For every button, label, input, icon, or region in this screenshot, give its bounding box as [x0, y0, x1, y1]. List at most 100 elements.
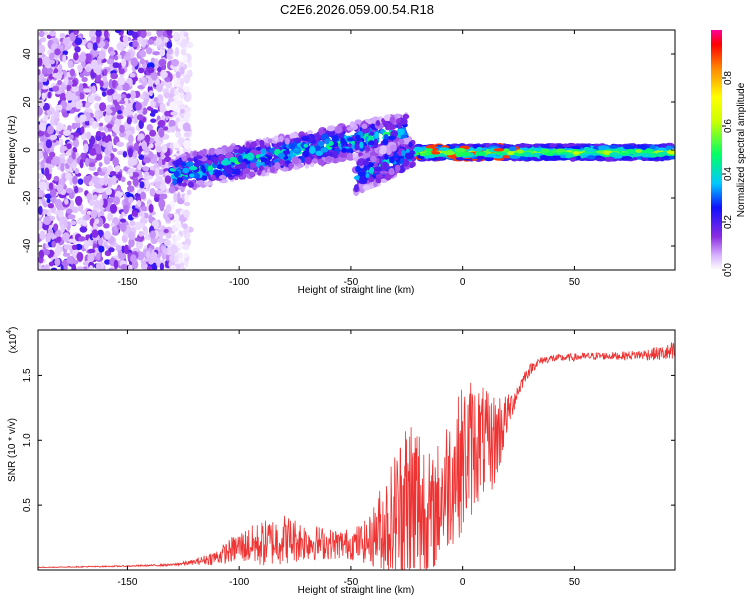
spectrogram-cell [175, 131, 182, 139]
spectrogram-cell [99, 80, 104, 87]
spectrogram-cell [142, 226, 148, 231]
spectrogram-cell [671, 145, 675, 149]
spectrogram-cell [45, 139, 53, 149]
spectrogram-cell [69, 134, 74, 140]
spectrogram-cell [94, 72, 102, 83]
spectrogram-cell [52, 156, 61, 165]
spectrogram-cell [39, 181, 48, 191]
spectrogram-cell [182, 243, 190, 251]
spectrogram-cell [389, 115, 396, 124]
spectrogram-cell [175, 219, 182, 229]
spectrogram-cell [303, 143, 309, 148]
spectrogram-cell [136, 212, 143, 217]
spectrogram-cell [81, 77, 88, 83]
spectrogram-cell [443, 150, 455, 156]
spectrogram-cell [454, 147, 467, 153]
spectrogram-cell [59, 145, 65, 154]
spectrogram-cell [164, 175, 172, 184]
spectrogram-cell [107, 214, 112, 221]
spectrogram-y-label: Frequency (Hz) [7, 116, 18, 185]
spectrogram-cell [88, 165, 97, 172]
spectrogram-cell [296, 163, 304, 168]
spectrogram-cell [540, 156, 550, 160]
spectrogram-cell [183, 32, 189, 37]
spectrogram-cell [555, 148, 566, 153]
spectrogram-cell [109, 203, 118, 214]
spectrogram-cell [163, 228, 169, 234]
spectrogram-cell [383, 133, 389, 140]
spectrogram-cell [117, 249, 123, 259]
spectrogram-cell [278, 152, 285, 159]
spectrogram-cell [173, 142, 180, 149]
spectrogram-cell [62, 50, 69, 56]
spectrogram-cell [49, 59, 55, 65]
spectrogram-cell [55, 229, 62, 237]
spectrogram-cell [120, 176, 126, 183]
spectrogram-cell [135, 102, 142, 111]
spectrogram-cell [156, 257, 161, 268]
colorbar-label: Normalized spectral amplitude [736, 82, 747, 217]
spectrogram-cell [148, 143, 154, 149]
spectrogram-cell [173, 192, 178, 203]
spectrogram-cell [180, 185, 185, 193]
spectrogram-cell [98, 171, 106, 176]
spectrogram-cell [58, 63, 63, 74]
spectrogram-cell [162, 88, 170, 93]
spectrogram-cell [137, 36, 143, 45]
spectrogram-cell [43, 216, 51, 226]
spectrogram-cell [56, 183, 64, 193]
spectrogram-cell [74, 185, 79, 194]
spectrogram-cell [158, 169, 164, 175]
spectrogram-cell [148, 90, 153, 97]
spectrogram-cell [609, 152, 620, 157]
snr-x-label: Height of straight line (km) [298, 585, 415, 596]
spectrogram-cell [183, 209, 190, 218]
spectrogram-cell [655, 152, 666, 158]
spectrogram-cell [112, 147, 118, 153]
spectrogram-cell [97, 188, 104, 194]
spectrogram-cell [76, 266, 84, 270]
spectrogram-cell [73, 52, 79, 61]
spectrogram-cell [260, 157, 268, 163]
spectrogram-cell [52, 37, 59, 44]
spectrogram-cell [87, 42, 93, 49]
spectrogram-cell [373, 162, 378, 168]
spectrogram-cell [175, 158, 183, 166]
spectrogram-cell [91, 85, 97, 94]
spectrogram-cell [375, 177, 381, 184]
spectrogram-cell [154, 167, 160, 177]
spectrogram-cell [88, 248, 96, 254]
spectrogram-cell [114, 118, 122, 126]
spectrogram-cell [158, 198, 166, 209]
spectrogram-cell [177, 121, 184, 130]
spectrogram-cell [182, 122, 191, 132]
spectrogram-cell [350, 140, 356, 145]
spectrogram-cell [622, 156, 633, 160]
spectrogram-cell [72, 138, 80, 148]
spectrogram-cell [111, 175, 117, 186]
spectrogram-cell [76, 251, 84, 262]
spectrogram-cell [161, 145, 168, 153]
spectrogram-cell [665, 145, 673, 150]
spectrogram-cell [91, 229, 99, 238]
spectrogram-cell [82, 261, 89, 266]
spectrogram-cell [211, 174, 216, 181]
spectrogram-cell [88, 265, 94, 270]
spectrogram-cell [119, 218, 127, 223]
spectrogram-cell [147, 77, 153, 87]
spectrogram-cell [179, 136, 184, 147]
spectrogram-cell [150, 118, 157, 123]
spectrogram-cell [355, 134, 361, 141]
spectrogram-cell [108, 247, 115, 253]
spectrogram-cell [183, 85, 191, 93]
spectrogram-cell [324, 138, 330, 145]
spectrogram-cell [147, 66, 155, 74]
spectrogram-cell [396, 128, 405, 136]
spectrogram-cell [149, 112, 155, 117]
spectrogram-cell [66, 256, 74, 264]
spectrogram-cell [137, 133, 145, 140]
spectrogram-cell [130, 254, 137, 263]
spectrogram-cell [139, 49, 147, 58]
spectrogram-cell [314, 145, 321, 152]
